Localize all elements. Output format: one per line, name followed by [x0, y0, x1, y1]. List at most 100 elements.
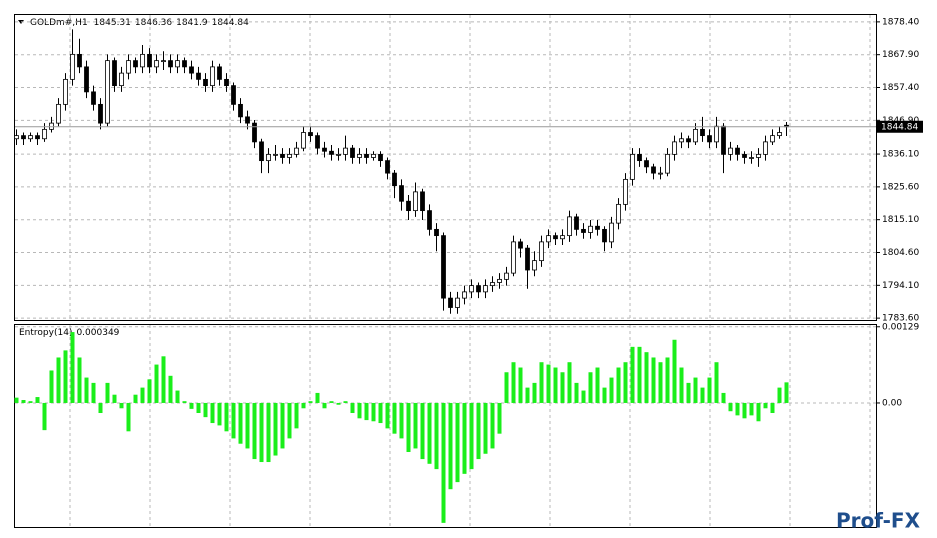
histogram-bar [728, 402, 733, 412]
histogram-bar [623, 362, 628, 403]
candle-body [280, 153, 285, 158]
candle-body [259, 141, 264, 162]
histogram-bar [413, 402, 418, 449]
candle-body [700, 128, 705, 137]
candle-body [112, 60, 117, 87]
indicator-panel-frame [14, 324, 877, 528]
candle-body [245, 116, 250, 124]
histogram-bar [378, 402, 383, 424]
y-tick-label: 1878.40 [882, 17, 919, 27]
symbol-title: GOLDm#,H1 [30, 18, 88, 28]
histogram-bar [637, 346, 642, 403]
candle-body [658, 172, 663, 175]
histogram-bar [315, 392, 320, 403]
candle-body [63, 78, 68, 105]
histogram-bar [140, 387, 145, 403]
candle-body [623, 178, 628, 205]
candle-body [455, 297, 460, 308]
vertical-grid [69, 15, 871, 527]
candle-body [770, 135, 775, 143]
histogram-bar [280, 402, 285, 449]
histogram-bar [182, 401, 187, 403]
y-tick-label: 1857.40 [882, 83, 919, 93]
y-tick-label: 0.00 [882, 398, 902, 408]
histogram-bar [210, 402, 215, 424]
candle-body [273, 153, 278, 156]
candle-body [133, 60, 138, 68]
histogram-bar [455, 402, 460, 483]
y-tick-label: 0.00129 [882, 322, 919, 332]
candle-body [399, 185, 404, 202]
histogram-bar [273, 402, 278, 456]
histogram-bar [770, 402, 775, 414]
candle-body [126, 60, 131, 74]
histogram-bar [448, 402, 453, 490]
histogram-bar [630, 346, 635, 403]
histogram-bar [112, 394, 117, 403]
indicator-value: 0.000349 [76, 328, 119, 338]
histogram-bar [21, 400, 26, 403]
histogram-bar [301, 402, 306, 409]
candle-body [525, 247, 530, 271]
histogram-bar [511, 362, 516, 403]
candle-body [637, 153, 642, 162]
candle-body [371, 153, 376, 158]
current-price-box [877, 120, 923, 133]
candle-body [350, 147, 355, 158]
histogram-bar [504, 372, 509, 403]
candle-body [721, 125, 726, 155]
candle-body [434, 228, 439, 237]
candle-body [707, 135, 712, 143]
histogram-bar [616, 367, 621, 403]
histogram-bar [56, 357, 61, 403]
histogram-bar [350, 402, 355, 414]
candle-body [665, 153, 670, 174]
candle-body [56, 103, 61, 124]
candle-body [756, 153, 761, 158]
histogram-bar [329, 401, 334, 403]
histogram-bar [686, 382, 691, 403]
histogram-bar [665, 357, 670, 403]
histogram-bar [259, 402, 264, 463]
histogram-bar [567, 362, 572, 403]
histogram-bar [693, 377, 698, 403]
histogram-bar [595, 367, 600, 403]
histogram-bar [707, 377, 712, 403]
candle-body [448, 297, 453, 308]
candle-body [147, 53, 152, 68]
histogram-bar [574, 382, 579, 403]
candle-body [483, 285, 488, 293]
histogram-bar [371, 402, 376, 422]
candle-body [224, 78, 229, 87]
histogram-bar [602, 387, 607, 403]
histogram-bar [581, 390, 586, 403]
histogram-bar [476, 402, 481, 460]
histogram-bar [357, 402, 362, 419]
histogram-bar [28, 401, 33, 403]
candle-body [420, 191, 425, 212]
candle-body [210, 66, 215, 87]
histogram-bar [217, 402, 222, 426]
header-close: 1844.84 [212, 18, 249, 28]
histogram-bar [245, 402, 250, 449]
candle-body [84, 66, 89, 93]
y-tick-label: 1867.90 [882, 50, 919, 60]
candle-body [203, 78, 208, 87]
histogram-bar [784, 382, 789, 403]
candle-body [693, 128, 698, 143]
price-header: GOLDm#,H1 1845.31 1846.36 1841.9 1844.84 [30, 18, 249, 28]
histogram-bar [651, 357, 656, 403]
candle-body [644, 160, 649, 168]
candle-body [462, 291, 467, 299]
candle-body [231, 85, 236, 105]
current-price-label: 1844.84 [881, 122, 918, 132]
histogram-bar [35, 397, 40, 403]
histogram-bar [609, 377, 614, 403]
histogram-bar [126, 402, 131, 432]
histogram-bar [49, 370, 54, 403]
candle-body [413, 191, 418, 212]
candle-body [686, 138, 691, 143]
histogram-bar [70, 332, 75, 403]
